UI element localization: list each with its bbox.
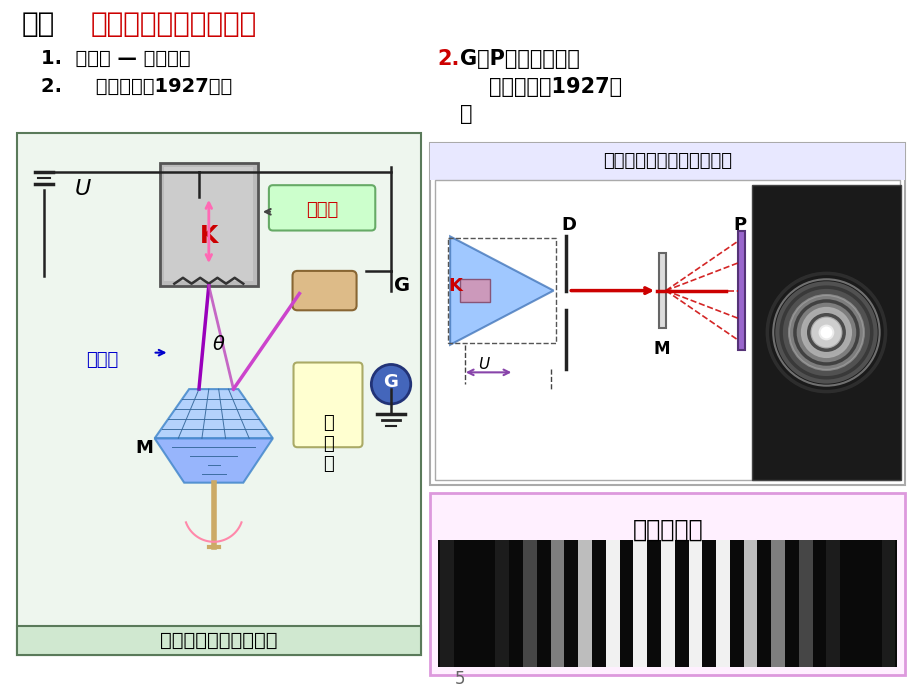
Bar bbox=[437, 540, 896, 667]
Bar bbox=[743, 540, 756, 667]
Bar bbox=[523, 540, 537, 667]
Bar bbox=[751, 185, 901, 480]
Text: G: G bbox=[383, 373, 398, 391]
FancyBboxPatch shape bbox=[292, 271, 357, 310]
Text: $\theta$: $\theta$ bbox=[211, 335, 225, 354]
Bar bbox=[880, 540, 894, 667]
Text: $U$: $U$ bbox=[477, 357, 490, 373]
Text: 电子枪: 电子枪 bbox=[306, 201, 338, 219]
Polygon shape bbox=[449, 237, 553, 345]
Circle shape bbox=[775, 282, 877, 384]
Bar bbox=[737, 231, 743, 350]
Polygon shape bbox=[154, 389, 273, 438]
Text: $U$: $U$ bbox=[74, 179, 92, 199]
Text: 2.: 2. bbox=[437, 49, 460, 69]
Text: M: M bbox=[135, 440, 153, 457]
Circle shape bbox=[800, 307, 851, 358]
Bar bbox=[430, 143, 904, 180]
Text: 散
射
线: 散 射 线 bbox=[323, 414, 333, 473]
Bar bbox=[17, 133, 420, 655]
Text: 德布罗意波的实验证明: 德布罗意波的实验证明 bbox=[90, 10, 256, 38]
Bar bbox=[430, 143, 904, 484]
Bar bbox=[770, 540, 784, 667]
Circle shape bbox=[811, 317, 840, 347]
Bar bbox=[577, 540, 591, 667]
Bar bbox=[632, 540, 646, 667]
FancyBboxPatch shape bbox=[293, 362, 362, 447]
Bar bbox=[495, 540, 509, 667]
Text: 2.     衍射实验（1927年）: 2. 衍射实验（1927年） bbox=[41, 77, 233, 96]
Bar bbox=[550, 540, 563, 667]
Bar bbox=[159, 163, 258, 286]
Bar bbox=[440, 540, 454, 667]
Text: G: G bbox=[393, 276, 410, 295]
Text: M: M bbox=[653, 340, 669, 358]
Bar bbox=[660, 540, 674, 667]
Text: 衍射实验（1927年: 衍射实验（1927年 bbox=[460, 77, 621, 97]
Text: 1.  戴维孙 — 革末电子: 1. 戴维孙 — 革末电子 bbox=[41, 49, 191, 68]
Bar bbox=[435, 180, 900, 480]
Text: 电子被镍晶体衍射实验: 电子被镍晶体衍射实验 bbox=[160, 631, 278, 650]
Bar bbox=[448, 238, 555, 343]
Text: 三、: 三、 bbox=[22, 10, 55, 38]
Bar bbox=[165, 168, 253, 281]
Bar bbox=[798, 540, 811, 667]
Circle shape bbox=[820, 326, 832, 338]
Circle shape bbox=[371, 364, 410, 404]
Text: 双缝衍射图: 双缝衍射图 bbox=[632, 518, 702, 542]
FancyBboxPatch shape bbox=[268, 185, 375, 230]
Circle shape bbox=[818, 324, 834, 340]
Text: 电子束: 电子束 bbox=[85, 351, 118, 368]
Text: G．P．汤姆孙电子: G．P．汤姆孙电子 bbox=[460, 49, 579, 69]
Text: 电子束透过多晶铝箔的衍射: 电子束透过多晶铝箔的衍射 bbox=[603, 152, 732, 170]
Polygon shape bbox=[154, 438, 273, 483]
Bar bbox=[17, 626, 420, 655]
Circle shape bbox=[789, 295, 863, 370]
Text: P: P bbox=[733, 215, 746, 234]
Text: ）: ） bbox=[460, 104, 472, 124]
Bar bbox=[658, 253, 665, 328]
Bar bbox=[430, 493, 904, 675]
Bar bbox=[605, 540, 618, 667]
Bar bbox=[460, 279, 489, 302]
Text: K: K bbox=[448, 277, 461, 295]
Text: 5: 5 bbox=[454, 670, 465, 688]
Bar bbox=[687, 540, 701, 667]
Bar bbox=[825, 540, 839, 667]
Text: K: K bbox=[199, 224, 218, 248]
Text: D: D bbox=[561, 215, 576, 234]
Bar bbox=[715, 540, 729, 667]
